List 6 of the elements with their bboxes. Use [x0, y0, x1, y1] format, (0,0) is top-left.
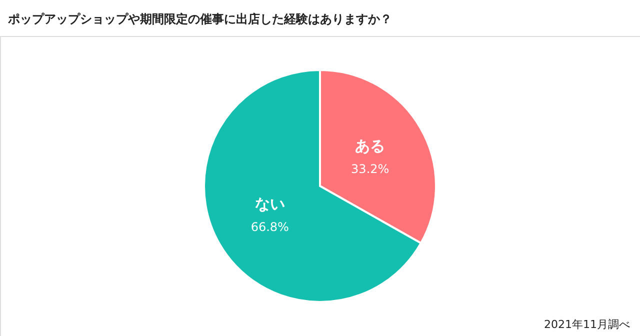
data-label: 66.8%	[250, 220, 289, 234]
data-label: 33.2%	[351, 162, 390, 176]
chart-title: ポップアップショップや期間限定の催事に出店した経験はありますか？	[7, 12, 392, 26]
slice-label: ない	[254, 195, 285, 214]
text: 2021年11月調べ	[544, 318, 630, 331]
slice-label: ある	[355, 136, 386, 155]
